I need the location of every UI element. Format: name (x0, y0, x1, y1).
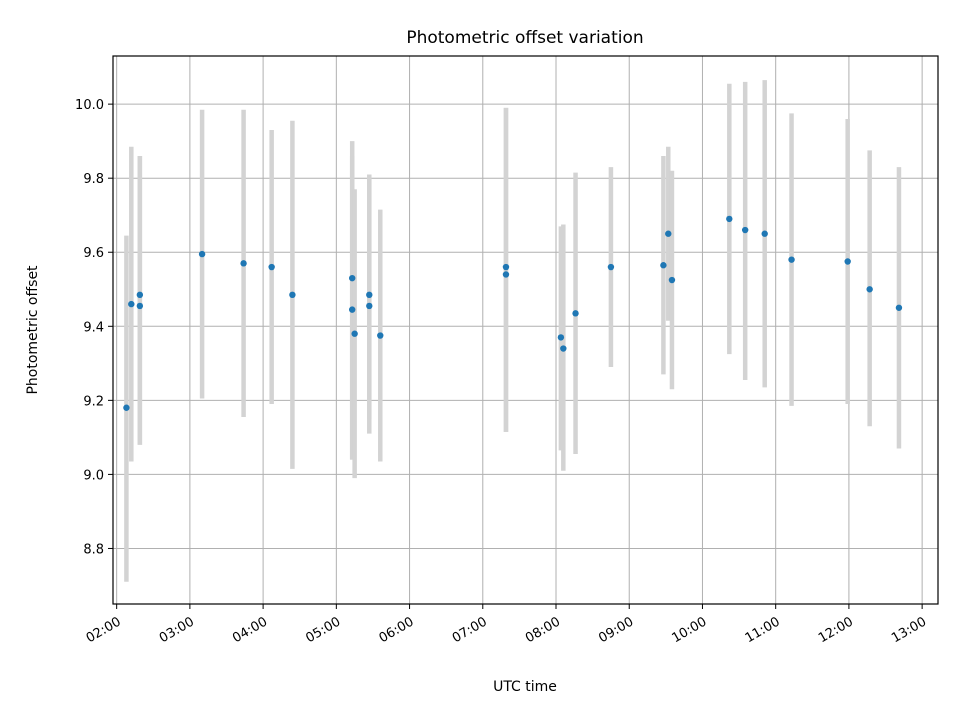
x-tick-label: 08:00 (523, 614, 563, 646)
error-bars (124, 80, 902, 582)
x-tick-label: 05:00 (303, 614, 343, 646)
chart-title: Photometric offset variation (406, 28, 643, 48)
data-point (268, 263, 275, 271)
data-point (572, 310, 579, 317)
grid-lines (113, 56, 938, 604)
data-point (198, 250, 206, 258)
data-point (761, 230, 768, 237)
x-tick-label: 02:00 (84, 614, 124, 646)
x-tick-label: 06:00 (377, 614, 417, 646)
y-tick-label: 9.6 (83, 246, 104, 261)
data-point (560, 345, 567, 352)
y-tick-label: 8.8 (83, 542, 104, 557)
x-tick-label: 09:00 (596, 614, 636, 646)
x-tick-label: 13:00 (889, 614, 929, 646)
y-axis-ticks: 8.8 9.0 9.2 9.4 9.6 9.8 10.0 (75, 98, 113, 557)
y-tick-label: 9.0 (83, 468, 104, 483)
x-axis-label: UTC time (493, 679, 557, 695)
x-axis-ticks: 02:00 03:00 04:00 05:00 06:00 07:00 08:00 09:00… (84, 604, 929, 646)
data-point (788, 256, 795, 263)
data-point (136, 291, 144, 299)
y-axis-label: Photometric offset (25, 265, 41, 395)
data-point (502, 271, 510, 278)
x-tick-label: 10:00 (670, 614, 710, 646)
data-point (502, 263, 510, 271)
data-point (607, 263, 615, 271)
data-point (668, 276, 676, 284)
data-point (351, 330, 358, 337)
plot-frame (112, 55, 939, 605)
y-tick-label: 9.2 (83, 394, 104, 409)
x-tick-label: 12:00 (816, 614, 856, 646)
data-point (128, 300, 135, 308)
data-point (349, 274, 356, 282)
data-point (377, 332, 384, 339)
data-point (895, 304, 903, 311)
data-point (866, 286, 873, 293)
y-tick-label: 10.0 (75, 98, 104, 113)
data-point (366, 291, 373, 299)
y-tick-label: 9.8 (83, 172, 104, 187)
y-tick-label: 9.4 (83, 320, 104, 335)
data-point (741, 226, 749, 234)
data-point (349, 306, 356, 313)
data-point (660, 262, 667, 269)
x-tick-label: 11:00 (743, 614, 783, 646)
data-point (240, 260, 247, 267)
data-point (665, 230, 672, 237)
x-tick-label: 07:00 (450, 614, 490, 646)
x-tick-label: 03:00 (157, 614, 197, 646)
data-point (557, 334, 565, 341)
data-point (844, 258, 851, 265)
data-points (123, 215, 903, 411)
data-point (123, 404, 130, 411)
data-point (726, 215, 733, 223)
data-point (366, 302, 373, 310)
x-tick-label: 04:00 (230, 614, 270, 646)
data-point (136, 302, 144, 310)
data-point (289, 291, 296, 299)
